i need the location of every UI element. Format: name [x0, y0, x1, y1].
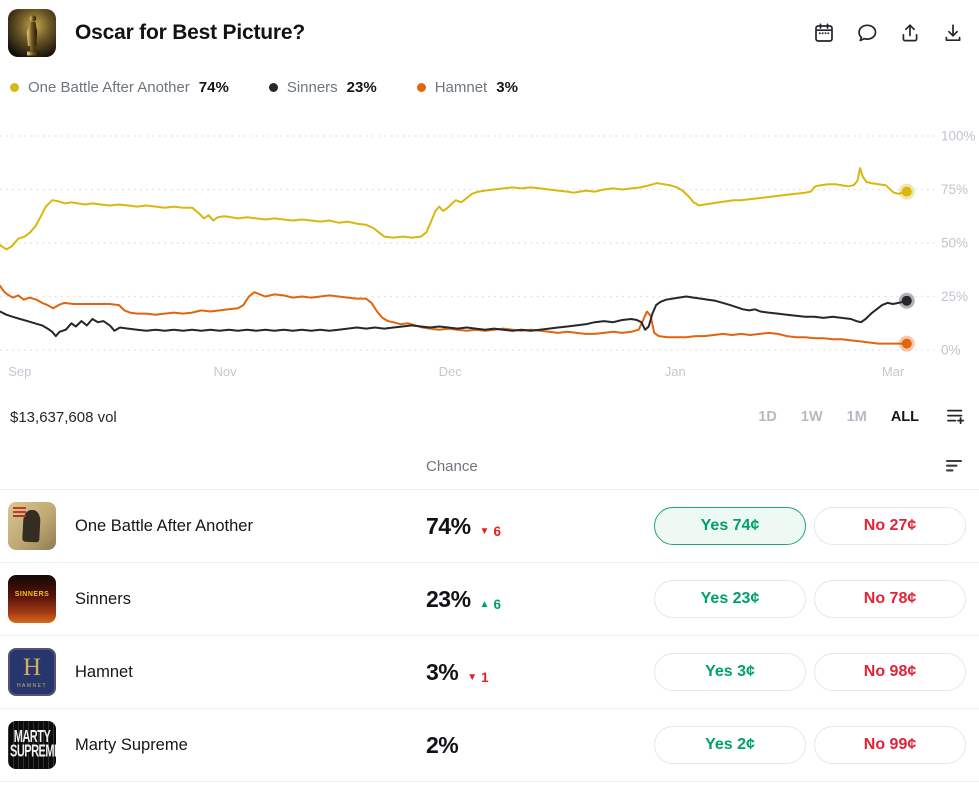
- change-indicator: 6: [480, 524, 501, 539]
- marty-supreme-poster: MARTY SUPREME: [8, 721, 56, 769]
- svg-text:75%: 75%: [941, 182, 968, 197]
- page-header: Oscar for Best Picture?: [0, 0, 979, 57]
- no-button[interactable]: No 98¢: [814, 653, 966, 691]
- poster-title-text: MARTY SUPREME: [10, 728, 56, 761]
- sinners-poster: SINNERS: [8, 575, 56, 623]
- chance-value: 74%: [426, 512, 471, 539]
- outcome-row-marty-supreme[interactable]: MARTY SUPREME Marty Supreme 2% Yes 2¢ No…: [0, 709, 979, 782]
- chance-cell: 23% 6: [426, 586, 654, 613]
- chance-value: 2%: [426, 731, 459, 758]
- range-all[interactable]: ALL: [890, 409, 919, 425]
- svg-text:Nov: Nov: [214, 364, 238, 379]
- hamnet-poster: H HAMNET: [8, 648, 56, 696]
- change-indicator: 1: [467, 670, 489, 685]
- series-dot-icon: [268, 83, 278, 92]
- legend-item: One Battle After Another 74%: [10, 79, 229, 96]
- chance-cell: 3% 1: [426, 659, 654, 686]
- page-title: Oscar for Best Picture?: [75, 21, 305, 44]
- volume-label: $13,637,608 vol: [10, 408, 117, 426]
- legend-value: 23%: [346, 79, 377, 96]
- legend-value: 3%: [496, 79, 518, 96]
- chart-toolbar: $13,637,608 vol 1D 1W 1M ALL: [0, 390, 979, 428]
- yes-button[interactable]: Yes 2¢: [654, 726, 806, 764]
- svg-text:100%: 100%: [941, 129, 976, 144]
- svg-text:Jan: Jan: [665, 364, 686, 379]
- yes-button[interactable]: Yes 23¢: [654, 580, 806, 618]
- comments-icon[interactable]: [855, 21, 879, 45]
- chance-column-header: Chance: [426, 458, 478, 475]
- yes-button[interactable]: Yes 3¢: [654, 653, 806, 691]
- outcome-name: Hamnet: [75, 662, 133, 681]
- legend-value: 74%: [198, 79, 229, 96]
- chance-cell: 2%: [426, 732, 654, 759]
- add-to-watchlist-icon[interactable]: [945, 406, 967, 428]
- outcome-name: One Battle After Another: [75, 516, 253, 535]
- series-dot-icon: [10, 83, 19, 92]
- triangle-down-icon: [467, 673, 477, 683]
- range-1w[interactable]: 1W: [800, 409, 823, 425]
- triangle-down-icon: [480, 527, 490, 537]
- share-icon[interactable]: [898, 21, 922, 45]
- yes-button[interactable]: Yes 74¢: [654, 507, 806, 545]
- chance-value: 3%: [426, 658, 459, 685]
- range-1d[interactable]: 1D: [758, 409, 777, 425]
- outcomes-table-header: Chance: [0, 444, 979, 490]
- outcome-name: Sinners: [75, 589, 131, 608]
- svg-text:Sep: Sep: [8, 364, 31, 379]
- no-button[interactable]: No 78¢: [814, 580, 966, 618]
- outcome-row-hamnet[interactable]: H HAMNET Hamnet 3% 1 Yes 3¢ No 98¢: [0, 636, 979, 709]
- no-button[interactable]: No 99¢: [814, 726, 966, 764]
- sort-icon[interactable]: [944, 456, 966, 478]
- svg-text:25%: 25%: [941, 289, 968, 304]
- svg-text:0%: 0%: [941, 343, 961, 358]
- svg-text:50%: 50%: [941, 236, 968, 251]
- poster-letter: H: [22, 654, 42, 681]
- header-actions: [812, 21, 965, 45]
- change-value: 6: [493, 524, 501, 539]
- download-icon[interactable]: [941, 21, 965, 45]
- poster-title-text: SINNERS: [14, 590, 50, 598]
- one-battle-after-another-poster: [8, 502, 56, 550]
- legend-item: Hamnet 3%: [416, 79, 518, 96]
- outcome-row-sinners[interactable]: SINNERS Sinners 23% 6 Yes 23¢ No 78¢: [0, 563, 979, 636]
- outcome-name: Marty Supreme: [75, 735, 188, 754]
- poster-title-text: HAMNET: [16, 683, 48, 689]
- legend-item: Sinners 23%: [268, 79, 377, 96]
- no-button[interactable]: No 27¢: [814, 507, 966, 545]
- chance-cell: 74% 6: [426, 513, 654, 540]
- change-value: 1: [481, 670, 489, 685]
- change-indicator: 6: [480, 597, 501, 612]
- svg-text:Mar: Mar: [882, 364, 905, 379]
- calendar-icon[interactable]: [812, 21, 836, 45]
- change-value: 6: [493, 597, 501, 612]
- outcome-row-one-battle-after-another[interactable]: One Battle After Another 74% 6 Yes 74¢ N…: [0, 490, 979, 563]
- legend-label: Hamnet: [434, 79, 488, 96]
- chart-legend: One Battle After Another 74% Sinners 23%…: [0, 57, 979, 96]
- price-chart[interactable]: 100% 75% 50% 25% 0% Sep Nov Dec Jan Mar: [0, 110, 979, 390]
- chance-value: 23%: [426, 585, 471, 612]
- legend-label: One Battle After Another: [28, 79, 190, 96]
- legend-label: Sinners: [286, 79, 338, 96]
- header-actions-cell: [654, 456, 966, 478]
- svg-text:Dec: Dec: [439, 364, 463, 379]
- time-range-selector: 1D 1W 1M ALL: [758, 406, 967, 428]
- series-dot-icon: [416, 83, 426, 92]
- range-1m[interactable]: 1M: [846, 409, 867, 425]
- triangle-up-icon: [480, 600, 490, 610]
- market-thumbnail-oscar-statuette: [8, 9, 56, 57]
